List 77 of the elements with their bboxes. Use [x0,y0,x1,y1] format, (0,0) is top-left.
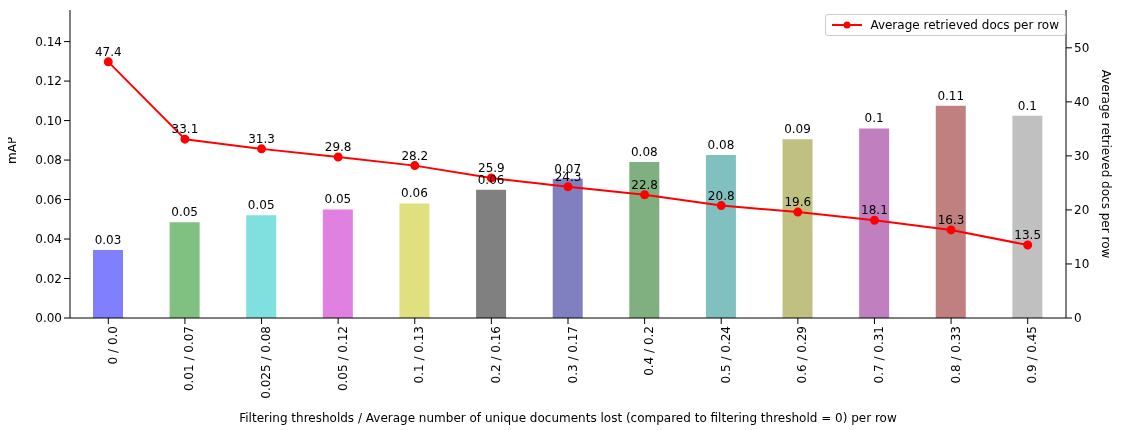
data-label: 31.3 [248,131,275,146]
point [793,207,803,217]
bar [629,162,660,318]
point [563,182,573,192]
point [257,144,267,154]
data-label: 29.8 [324,139,352,154]
bar [169,222,200,318]
point [869,215,879,225]
data-label: 0.05 [247,198,275,213]
x-tick-label: 0.1 / 0.13 [412,326,427,384]
y2-axis-title: Average retrieved docs per row [1099,69,1113,259]
x-tick-label: 0.5 / 0.24 [718,326,733,384]
bar [782,139,813,318]
x-tick-label: 0.025 / 0.08 [259,326,274,399]
x-tick-label: 0.9 / 0.45 [1025,326,1040,384]
y-tick-label: 0.00 [35,311,62,326]
legend-label: Average retrieved docs per row [870,18,1059,32]
bar [246,215,277,318]
data-label: 19.6 [784,195,812,210]
data-label: 16.3 [937,212,965,227]
point [640,190,650,200]
bar [93,249,123,318]
bar [705,155,736,318]
x-tick-label: 0.7 / 0.31 [871,326,886,384]
data-label: 13.5 [1014,228,1042,243]
y2-tick-label: 40 [1074,95,1090,110]
data-label: 28.2 [401,148,429,163]
point [333,152,343,162]
data-label: 0.1 [864,111,884,126]
y-tick-label: 0.04 [35,232,62,247]
x-tick-label: 0.4 / 0.2 [642,326,657,376]
y2-tick-label: 30 [1074,149,1090,164]
x-tick-label: 0.8 / 0.33 [948,326,963,384]
bar [1012,115,1043,318]
x-tick-label: 0.01 / 0.07 [182,326,197,392]
data-label: 0.05 [324,192,352,207]
data-label: 0.08 [707,138,735,153]
y2-tick-label: 10 [1074,257,1090,272]
y-tick-label: 0.12 [35,74,62,89]
point [103,57,113,67]
data-label: 20.8 [707,188,735,203]
point [1023,240,1033,250]
data-label: 0.1 [1017,98,1037,113]
bar [476,189,507,318]
bar [859,128,890,318]
data-label: 0.08 [630,145,658,160]
data-label: 25.9 [478,161,505,176]
y-tick-label: 0.06 [35,192,62,207]
y-tick-label: 0.10 [35,113,62,128]
data-label: 0.06 [401,186,428,201]
data-label: 0.05 [171,205,198,220]
x-tick-label: 0.2 / 0.16 [488,326,503,384]
data-label: 0.11 [937,88,965,103]
y-axis-title: mAP [5,136,20,164]
y-tick-label: 0.14 [35,34,62,49]
bar [935,105,966,318]
x-axis-title: Filtering thresholds / Average number of unique documents lost (compared to filtering threshold = 0) per row [239,411,897,425]
y2-tick-label: 50 [1074,41,1090,56]
data-label: 47.4 [94,44,122,59]
point [716,201,726,211]
x-tick-label: 0 / 0.0 [105,326,120,365]
data-label: 22.8 [631,177,658,192]
point [410,161,420,171]
data-label: 0.09 [784,122,811,137]
point [946,225,956,235]
point [180,134,190,144]
x-tick-label: 0.6 / 0.29 [795,326,810,384]
data-label: 0.03 [94,232,122,247]
x-tick-label: 0.3 / 0.17 [565,326,580,384]
y2-tick-label: 20 [1074,203,1090,218]
bar [399,203,430,318]
y2-tick-label: 0 [1074,311,1082,326]
y-tick-label: 0.08 [35,153,62,168]
data-label: 18.1 [861,203,888,218]
bar [322,209,353,318]
x-tick-label: 0.05 / 0.12 [335,326,350,392]
y-tick-label: 0.02 [35,271,62,286]
